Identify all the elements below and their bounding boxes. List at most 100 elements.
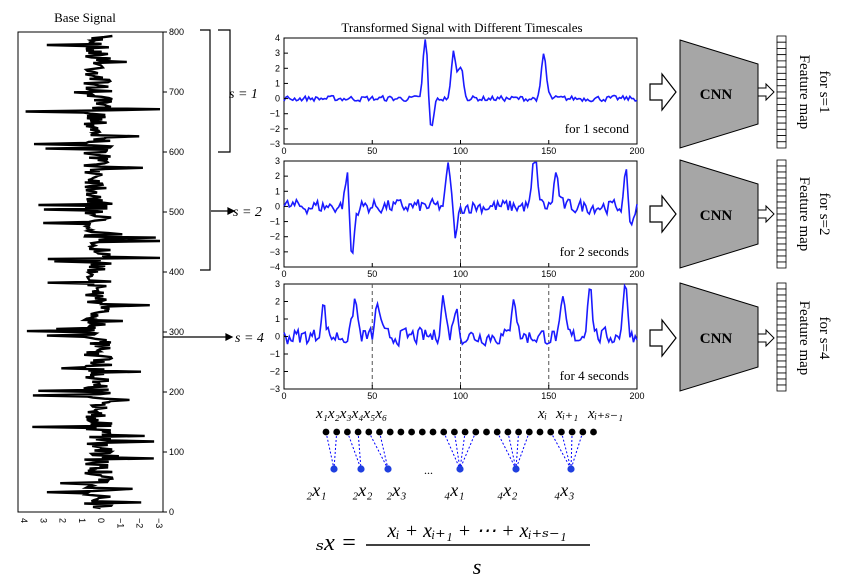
- panel-xtick-label: 150: [541, 391, 556, 401]
- feature-cell: [776, 207, 787, 215]
- sample-dot: [472, 428, 480, 436]
- feature-cell: [776, 384, 787, 392]
- scale-label-s1: s = 1: [229, 87, 258, 102]
- panel-ytick-label: 1: [275, 186, 280, 196]
- feature-map-label-1: Feature map: [796, 55, 812, 130]
- sample-dot: [344, 428, 351, 436]
- cnn-block-3: [679, 282, 759, 392]
- base-signal-line: [25, 34, 161, 510]
- base-xtick-label: 4: [19, 518, 29, 523]
- base-xtick-label: 2: [58, 518, 68, 523]
- feature-cell: [776, 79, 787, 87]
- feature-cell: [776, 324, 787, 332]
- base-xtick-label: −3: [154, 518, 164, 528]
- sample-dot: [547, 428, 555, 436]
- coarse-link: [459, 431, 466, 470]
- base-ytick-label: 800: [169, 27, 184, 37]
- base-ytick-label: 400: [169, 267, 184, 277]
- panel-ytick-label: 1: [275, 78, 280, 88]
- sample-dot: [493, 428, 501, 436]
- sample-dot: [418, 428, 426, 436]
- feature-cell: [776, 195, 787, 203]
- sample-dot: [461, 428, 469, 436]
- coarse-link: [507, 431, 517, 470]
- panel-s1-frame: [283, 37, 638, 145]
- panel-xtick-label: 200: [629, 146, 644, 156]
- feature-map-for-1: for s=1: [816, 70, 832, 113]
- feature-cell: [776, 171, 787, 179]
- coarse-link: [570, 431, 573, 470]
- base-signal-y-ticks: 800 700 600 500 400 300 200 100 0: [163, 27, 184, 517]
- feature-cell: [776, 41, 787, 49]
- panel-xtick-label: 0: [281, 391, 286, 401]
- panel-xtick-label: 100: [453, 146, 468, 156]
- feature-cell: [776, 177, 787, 185]
- formula-denominator: s: [473, 554, 482, 579]
- feature-cell: [776, 312, 787, 320]
- sample-dot: [386, 428, 394, 436]
- feature-cell: [776, 261, 787, 269]
- caption-s4: for 4 seconds: [560, 368, 629, 383]
- feature-cell: [776, 128, 787, 136]
- panel-s1-signal: [283, 39, 638, 127]
- sample-dot: [579, 428, 587, 436]
- feature-cell: [776, 122, 787, 130]
- coarse-link: [379, 431, 389, 470]
- coarse-dot: [330, 465, 338, 473]
- feature-cell: [776, 97, 787, 105]
- formula: ₛx = xᵢ + xᵢ₊₁ + ⋯ + xᵢ₊ₛ₋₁ s: [316, 520, 590, 579]
- feature-cell: [776, 110, 787, 118]
- feature-cell: [776, 237, 787, 245]
- panel-ytick-label: −2: [270, 232, 280, 242]
- coarse-graining-dots: [322, 428, 597, 473]
- feature-cell: [776, 35, 787, 43]
- cnn-block-2: [679, 159, 759, 269]
- feature-map-2: [776, 159, 787, 269]
- base-ytick-label: 100: [169, 447, 184, 457]
- formula-lhs: ₛx =: [316, 530, 357, 556]
- coarse-link: [550, 431, 572, 470]
- panel-ytick-label: 3: [275, 279, 280, 289]
- panel-ytick-label: 2: [275, 171, 280, 181]
- sample-dot: [408, 428, 415, 436]
- bottom-label-4x1: ₄x₁: [444, 480, 465, 500]
- coarse-link: [515, 431, 530, 470]
- panel-ytick-label: 0: [275, 201, 280, 211]
- feature-cell: [776, 183, 787, 191]
- feature-cell: [776, 135, 787, 143]
- feature-cell: [776, 318, 787, 326]
- base-signal-x-ticks: 4 3 2 1 0 −1 −2 −3: [19, 518, 164, 528]
- hollow-arrow-3-icon: [649, 318, 677, 358]
- panel-ytick-label: 2: [275, 63, 280, 73]
- panel-xtick-label: 100: [453, 391, 468, 401]
- feature-cell: [776, 336, 787, 344]
- feature-cell: [776, 282, 787, 290]
- panel-xtick-label: 0: [281, 146, 286, 156]
- panel-ytick-label: −1: [270, 217, 280, 227]
- base-xtick-label: 1: [77, 518, 87, 523]
- feature-map-1: [776, 35, 787, 149]
- feature-map-label-3: Feature map: [796, 301, 812, 376]
- sample-dot: [504, 428, 512, 436]
- panel-ytick-label: −1: [270, 349, 280, 359]
- panel-ytick-label: −2: [270, 124, 280, 134]
- sample-dot: [440, 428, 448, 436]
- scale-label-s2: s = 2: [233, 205, 262, 220]
- feature-cell: [776, 54, 787, 62]
- sample-dot: [525, 428, 533, 436]
- top-label-xi: xᵢ: [537, 406, 547, 422]
- panel-xtick-label: 50: [367, 391, 377, 401]
- feature-cell: [776, 288, 787, 296]
- panel-xtick-label: 150: [541, 269, 556, 279]
- cnn-row-3: CNN Feature map for s=4: [649, 282, 832, 392]
- sample-dot: [397, 428, 405, 436]
- feature-cell: [776, 60, 787, 68]
- feature-cell: [776, 91, 787, 99]
- feature-cell: [776, 255, 787, 263]
- sample-dot: [429, 428, 437, 436]
- coarse-link: [570, 431, 584, 470]
- small-arrow-1-icon: [757, 82, 775, 102]
- coarse-link: [443, 431, 461, 470]
- feature-cell: [776, 201, 787, 209]
